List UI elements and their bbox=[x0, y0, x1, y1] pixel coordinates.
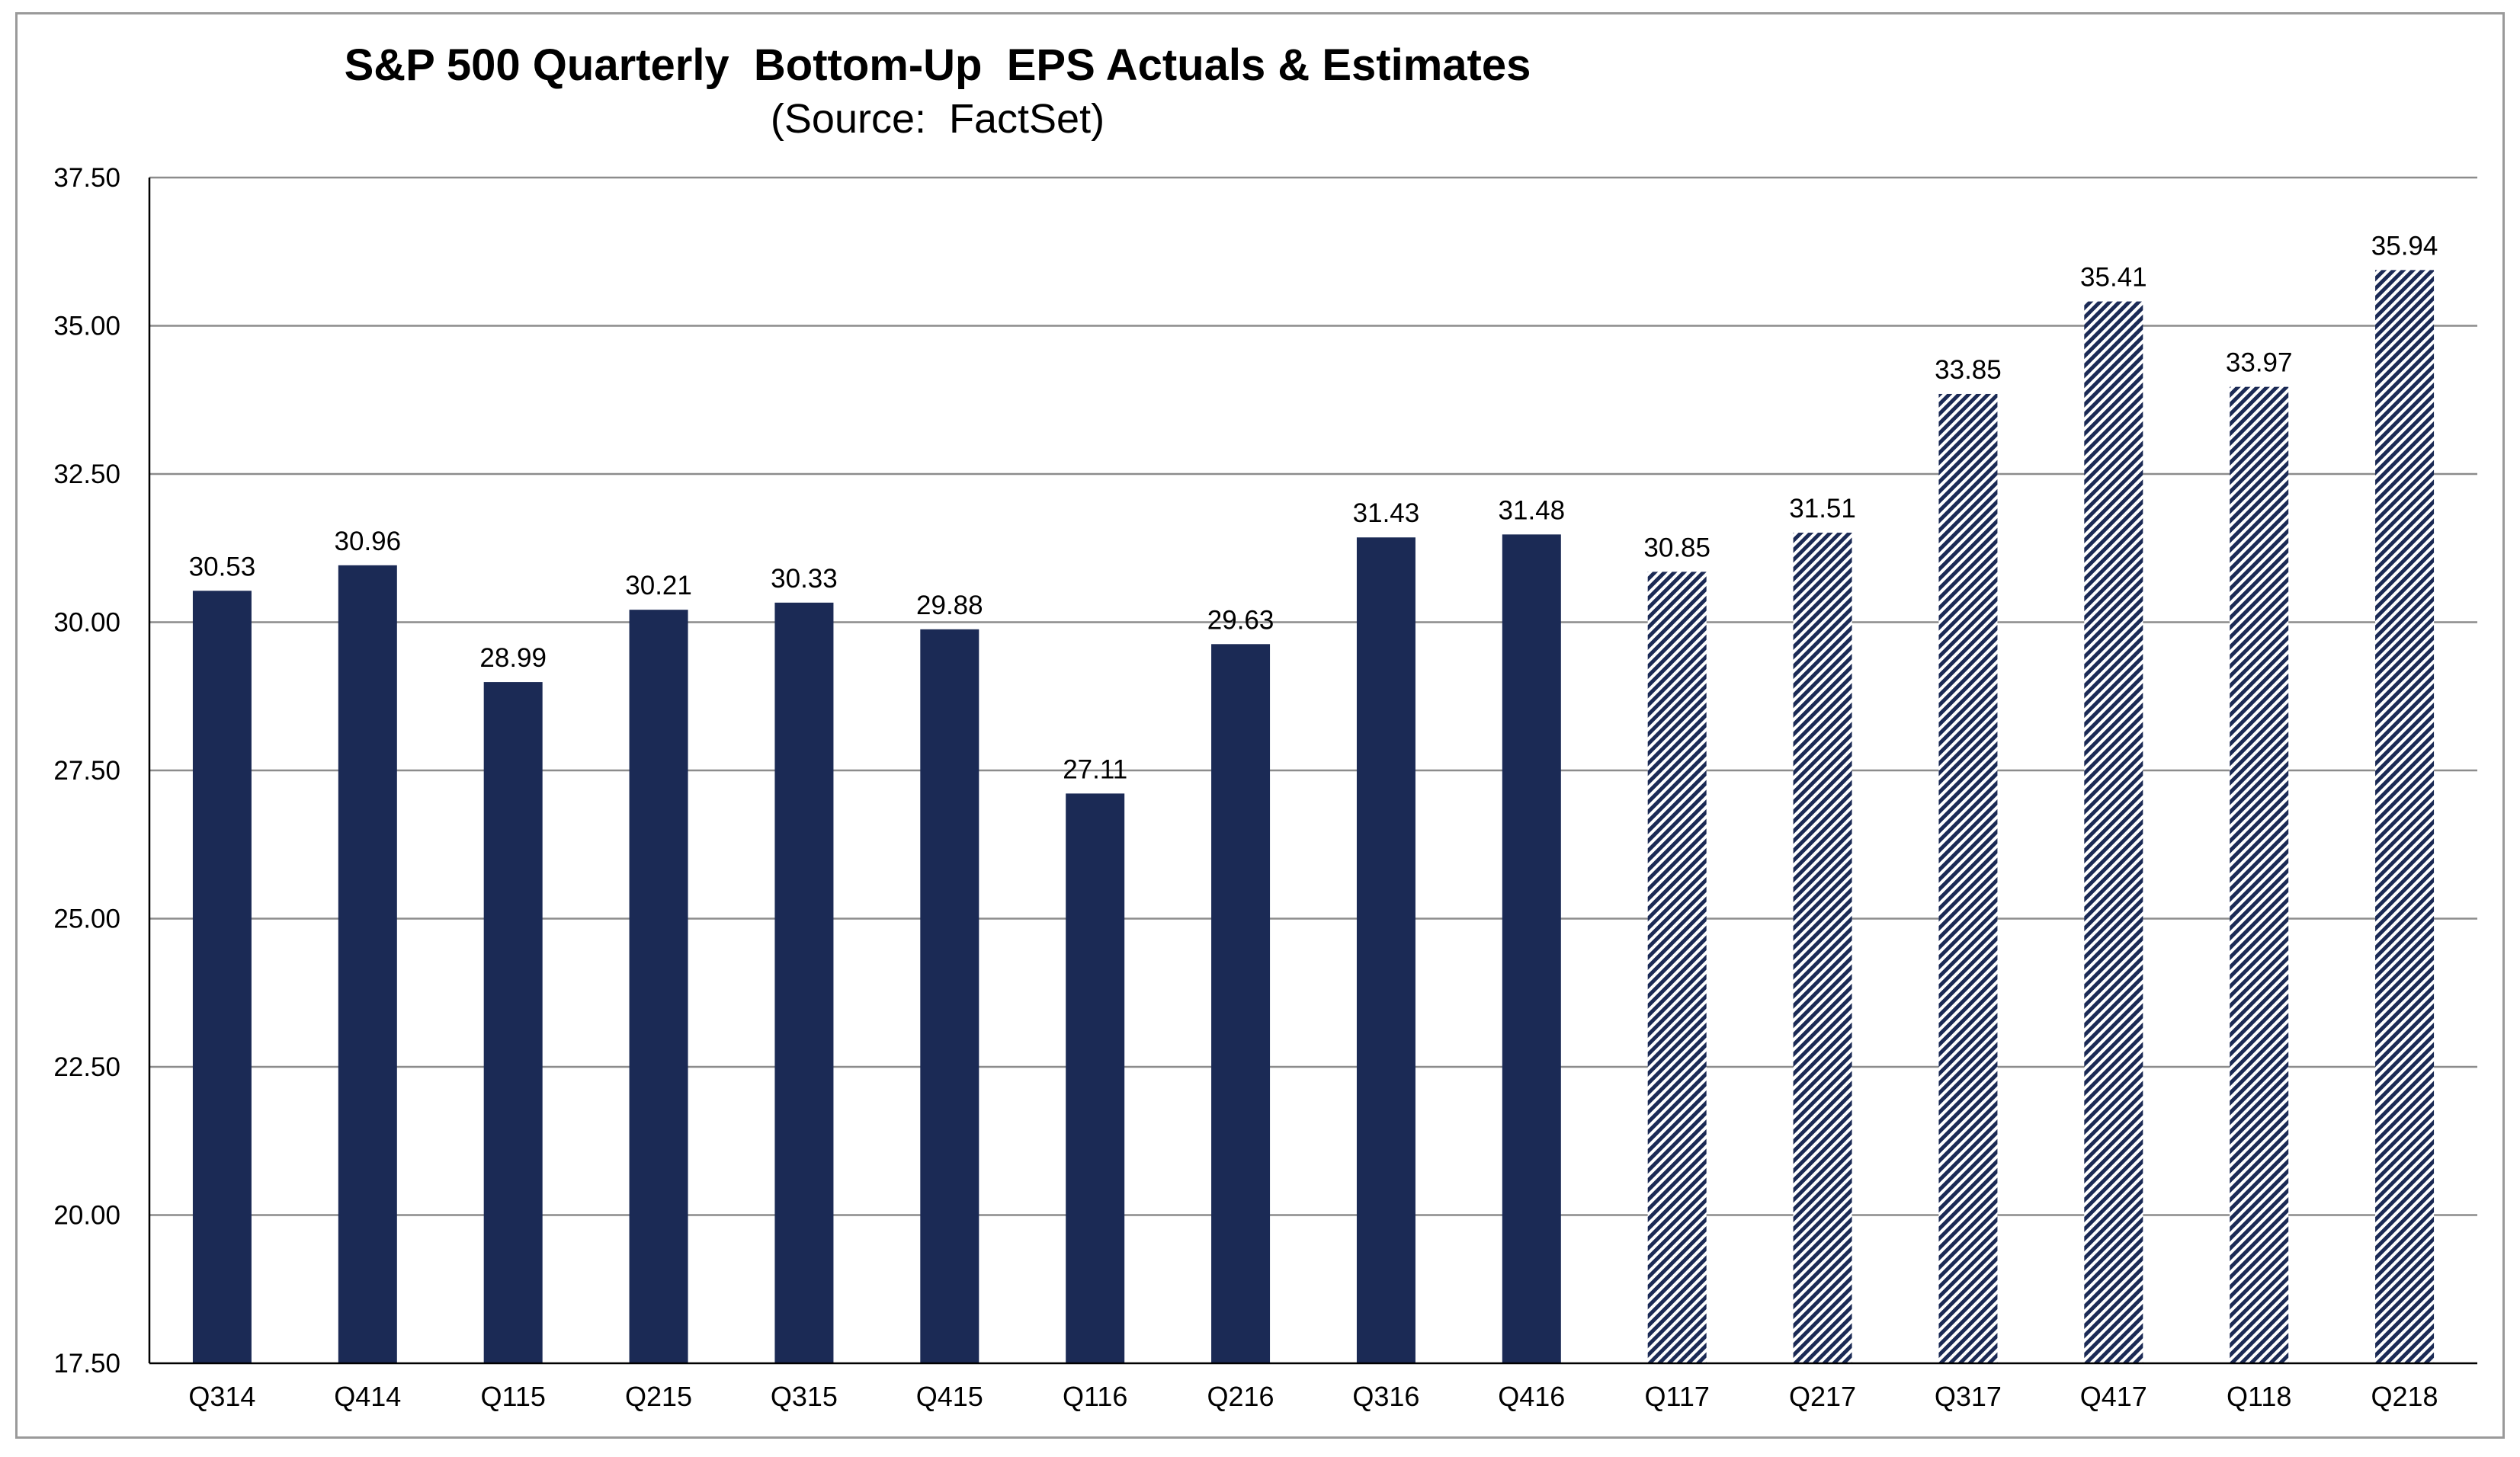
x-tick-label: Q118 bbox=[2227, 1381, 2291, 1412]
y-tick-label: 20.00 bbox=[53, 1201, 120, 1231]
bar-chart: S&P 500 Quarterly Bottom-Up EPS Actuals … bbox=[53, 40, 2477, 1412]
chart-frame: S&P 500 Quarterly Bottom-Up EPS Actuals … bbox=[15, 12, 2505, 1439]
y-tick-label: 30.00 bbox=[53, 608, 120, 638]
y-tick-label: 37.50 bbox=[53, 163, 120, 193]
x-tick-label: Q218 bbox=[2371, 1381, 2438, 1412]
x-tick-label: Q314 bbox=[188, 1381, 255, 1412]
bar-q215 bbox=[629, 610, 688, 1363]
bar-q116 bbox=[1066, 793, 1125, 1363]
data-label: 31.51 bbox=[1789, 494, 1856, 524]
data-label: 28.99 bbox=[479, 643, 547, 673]
data-label: 31.43 bbox=[1353, 498, 1420, 528]
bars bbox=[192, 270, 2435, 1364]
data-label: 30.53 bbox=[189, 552, 256, 581]
data-label: 30.21 bbox=[625, 571, 692, 600]
y-tick-label: 25.00 bbox=[53, 905, 120, 934]
bar-q314 bbox=[192, 591, 252, 1363]
x-tick-label: Q116 bbox=[1063, 1381, 1127, 1412]
bar-q315 bbox=[774, 602, 834, 1363]
bar-q118 bbox=[2230, 386, 2289, 1363]
data-label: 31.48 bbox=[1499, 495, 1566, 525]
x-tick-label: Q317 bbox=[1935, 1381, 2002, 1412]
data-label: 33.85 bbox=[1935, 355, 2002, 385]
bar-q216 bbox=[1211, 644, 1271, 1363]
data-labels: 30.53 30.96 28.99 30.21 30.33 29.88 27.11 29.63… bbox=[189, 231, 2438, 784]
data-label: 29.63 bbox=[1207, 605, 1274, 635]
data-label: 30.85 bbox=[1643, 533, 1710, 562]
data-label: 30.33 bbox=[771, 564, 838, 594]
x-tick-label: Q117 bbox=[1644, 1381, 1709, 1412]
x-tick-label: Q216 bbox=[1207, 1381, 1274, 1412]
bar-q414 bbox=[338, 565, 397, 1363]
x-tick-label: Q217 bbox=[1789, 1381, 1856, 1412]
x-tick-label: Q215 bbox=[625, 1381, 692, 1412]
y-tick-label: 35.00 bbox=[53, 312, 120, 341]
x-tick-label: Q417 bbox=[2080, 1381, 2147, 1412]
bar-q115 bbox=[483, 682, 543, 1363]
bar-q416 bbox=[1502, 534, 1561, 1364]
y-axis-tick-labels: 17.50 20.00 22.50 25.00 27.50 30.00 32.50 35.00… bbox=[53, 163, 120, 1379]
bar-q317 bbox=[1938, 393, 1998, 1363]
bar-q117 bbox=[1647, 572, 1707, 1363]
data-label: 35.94 bbox=[2371, 231, 2438, 261]
chart-subtitle: (Source: FactSet) bbox=[771, 96, 1105, 142]
x-tick-label: Q416 bbox=[1498, 1381, 1565, 1412]
y-tick-label: 17.50 bbox=[53, 1349, 120, 1379]
bar-q316 bbox=[1356, 537, 1415, 1363]
axes bbox=[148, 178, 2477, 1365]
bar-q218 bbox=[2375, 270, 2435, 1363]
y-tick-label: 32.50 bbox=[53, 460, 120, 489]
data-label: 33.97 bbox=[2226, 348, 2293, 378]
y-tick-label: 22.50 bbox=[53, 1052, 120, 1082]
data-label: 29.88 bbox=[916, 591, 983, 620]
bar-q415 bbox=[920, 629, 979, 1363]
x-tick-label: Q414 bbox=[334, 1381, 401, 1412]
y-tick-label: 27.50 bbox=[53, 756, 120, 786]
data-label: 30.96 bbox=[335, 527, 402, 556]
x-tick-label: Q316 bbox=[1352, 1381, 1419, 1412]
x-axis-tick-labels: Q314 Q414 Q115 Q215 Q315 Q415 Q116 Q216 Q316 Q416… bbox=[188, 1381, 2438, 1412]
data-label: 27.11 bbox=[1063, 754, 1127, 784]
bar-q217 bbox=[1793, 533, 1852, 1363]
x-tick-label: Q315 bbox=[771, 1381, 838, 1412]
bar-q417 bbox=[2084, 301, 2143, 1363]
chart-title: S&P 500 Quarterly Bottom-Up EPS Actuals … bbox=[345, 40, 1531, 90]
x-tick-label: Q115 bbox=[480, 1381, 545, 1412]
x-tick-label: Q415 bbox=[916, 1381, 983, 1412]
data-label: 35.41 bbox=[2080, 263, 2147, 293]
